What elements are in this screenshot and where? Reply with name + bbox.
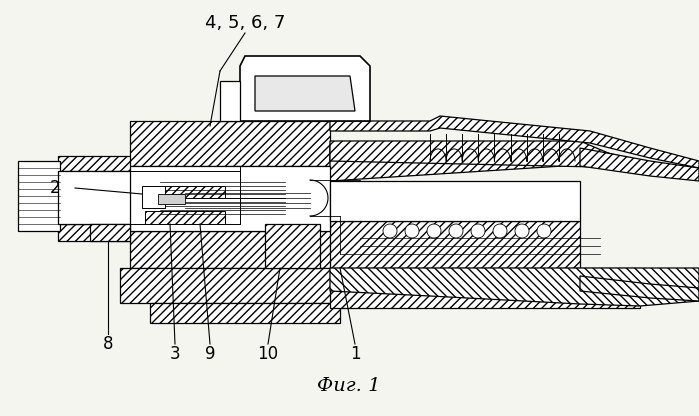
Text: 1: 1 xyxy=(350,345,360,363)
Text: Фиг. 1: Фиг. 1 xyxy=(317,377,381,395)
Polygon shape xyxy=(330,146,640,181)
Circle shape xyxy=(449,224,463,238)
Polygon shape xyxy=(90,224,130,241)
Circle shape xyxy=(405,224,419,238)
Polygon shape xyxy=(58,156,210,171)
Polygon shape xyxy=(18,161,60,231)
Polygon shape xyxy=(220,81,240,121)
Polygon shape xyxy=(145,211,225,224)
Circle shape xyxy=(471,224,485,238)
Circle shape xyxy=(515,224,529,238)
Polygon shape xyxy=(580,276,699,301)
Polygon shape xyxy=(265,224,320,268)
Polygon shape xyxy=(580,148,699,181)
Polygon shape xyxy=(158,194,185,204)
Polygon shape xyxy=(145,186,225,198)
Polygon shape xyxy=(330,181,580,221)
Text: 4, 5, 6, 7: 4, 5, 6, 7 xyxy=(205,14,285,32)
Polygon shape xyxy=(58,224,210,241)
Polygon shape xyxy=(130,231,350,268)
Polygon shape xyxy=(130,121,330,166)
Polygon shape xyxy=(150,303,340,323)
Polygon shape xyxy=(330,116,699,168)
Polygon shape xyxy=(58,171,210,224)
Polygon shape xyxy=(130,166,330,231)
Text: 9: 9 xyxy=(205,345,215,363)
Text: 10: 10 xyxy=(257,345,279,363)
Text: 3: 3 xyxy=(170,345,180,363)
Text: 2: 2 xyxy=(50,179,60,197)
Circle shape xyxy=(427,224,441,238)
Circle shape xyxy=(493,224,507,238)
Polygon shape xyxy=(330,268,699,306)
Polygon shape xyxy=(120,268,370,303)
Polygon shape xyxy=(330,141,640,168)
Polygon shape xyxy=(60,186,68,206)
Polygon shape xyxy=(330,221,580,268)
Circle shape xyxy=(383,224,397,238)
Text: 8: 8 xyxy=(103,335,113,353)
Polygon shape xyxy=(142,186,165,208)
Polygon shape xyxy=(255,76,355,111)
Polygon shape xyxy=(240,56,370,121)
Circle shape xyxy=(537,224,551,238)
Polygon shape xyxy=(330,268,640,308)
